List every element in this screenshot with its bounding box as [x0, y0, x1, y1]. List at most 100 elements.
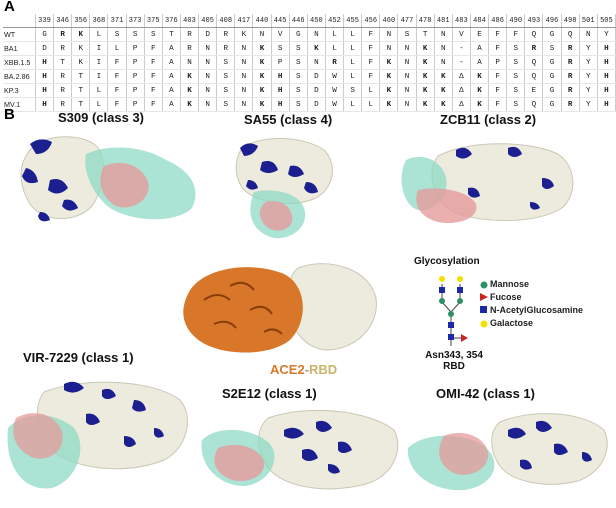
residue-cell: N [198, 69, 218, 84]
residue-cell: F [144, 41, 163, 56]
residue-cell: A [162, 83, 181, 98]
residue-cell: G [542, 27, 562, 42]
variant-row: KP.3 H R T L F P F A K N S N K H S D W S L K N K K Δ K F S E G R Y H [3, 83, 616, 98]
residue-cell: K [416, 83, 435, 98]
position-header: 493 [524, 14, 544, 28]
label-sa55: SA55 (class 4) [244, 112, 333, 127]
residue-cell: H [597, 41, 616, 56]
residue-cell: S [343, 83, 363, 98]
residue-cell: K [379, 69, 399, 84]
residue-cell: N [307, 27, 326, 42]
residue-cell: F [488, 41, 508, 56]
residue-cell: H [35, 69, 55, 84]
panel-b-letter: B [4, 106, 15, 123]
residue-cell: G [542, 83, 562, 98]
mannose-node [439, 298, 445, 304]
residue-cell: N [397, 83, 417, 98]
residue-cell: L [343, 97, 363, 112]
residue-cell: K [434, 83, 453, 98]
residue-cell: K [379, 55, 399, 70]
label-s2e12: S2E12 (class 1) [222, 386, 317, 401]
residue-cell: F [488, 69, 508, 84]
residue-cell: R [561, 55, 580, 70]
residue-cell: F [144, 55, 163, 70]
residue-cell: Y [597, 27, 616, 42]
residue-cell: N [234, 69, 254, 84]
residue-cell: N [252, 27, 272, 42]
residue-cell: G [35, 27, 55, 42]
residue-cell: L [89, 27, 109, 42]
residue-cell: F [107, 83, 127, 98]
residue-cell: G [542, 97, 562, 112]
position-header: 346 [53, 14, 73, 28]
residue-cell: N [397, 97, 417, 112]
label-omi42: OMI-42 (class 1) [436, 386, 535, 401]
variant-name: WT [3, 27, 36, 42]
residue-cell: K [416, 41, 435, 56]
position-header: 446 [289, 14, 308, 28]
residue-cell: K [234, 27, 254, 42]
position-header: 417 [234, 14, 254, 28]
residue-cell: T [53, 55, 73, 70]
residue-cell: L [343, 27, 363, 42]
residue-cell: N [434, 41, 453, 56]
residue-cell: V [452, 27, 471, 42]
residue-cell: F [144, 69, 163, 84]
residue-cell: G [542, 69, 562, 84]
residue-cell: A [162, 55, 181, 70]
residue-cell: L [343, 55, 363, 70]
glcnac-node [448, 334, 454, 340]
position-header: 452 [325, 14, 345, 28]
variant-row: BA.2.86 H R T I F P F A K N S N K H S D W L F K N K K Δ K F S Q G R Y H [3, 69, 616, 84]
residue-cell: H [597, 55, 616, 70]
zcb11-structure [401, 143, 574, 224]
galactose-node [457, 276, 463, 282]
residue-cell: F [488, 83, 508, 98]
galactose-node [439, 276, 445, 282]
glcnac-node [448, 322, 454, 328]
galactose-icon [480, 320, 488, 328]
residue-cell: S [506, 55, 526, 70]
residue-cell: T [71, 69, 91, 84]
residue-cell: Y [579, 55, 598, 70]
residue-cell: F [144, 83, 163, 98]
fucose-node [461, 334, 468, 342]
residue-cell: Q [524, 55, 544, 70]
residue-cell: R [524, 41, 544, 56]
position-header: 505 [597, 14, 616, 28]
residue-cell: I [89, 69, 109, 84]
residue-cell: K [470, 97, 490, 112]
residue-cell: F [107, 97, 127, 112]
residue-cell: K [180, 97, 200, 112]
position-header: 460 [379, 14, 399, 28]
residue-cell: - [452, 55, 471, 70]
residue-cell: S [126, 27, 145, 42]
glcnac-icon [480, 306, 487, 313]
residue-cell: Y [579, 83, 598, 98]
legend-fucose: Fucose [490, 292, 522, 302]
residue-cell: H [35, 83, 55, 98]
residue-cell: H [597, 97, 616, 112]
residue-cell: F [488, 27, 508, 42]
variant-name: KP.3 [3, 83, 36, 98]
residue-cell: K [307, 41, 326, 56]
position-header: 376 [162, 14, 181, 28]
residue-cell: L [325, 41, 345, 56]
residue-cell: N [307, 55, 326, 70]
position-header: 477 [397, 14, 417, 28]
residue-cell: P [126, 97, 145, 112]
ace2-text: ACE2 [270, 362, 305, 377]
residue-cell: F [107, 69, 127, 84]
position-header: 371 [107, 14, 127, 28]
legend-glcnac: N-AcetylGlucosamine [490, 305, 584, 315]
position-header: 375 [144, 14, 163, 28]
residue-cell: N [234, 83, 254, 98]
residue-cell: W [325, 97, 345, 112]
residue-cell: Δ [452, 97, 471, 112]
residue-cell: V [271, 27, 290, 42]
residue-cell: N [379, 41, 399, 56]
residue-cell: D [307, 83, 326, 98]
residue-cell: R [53, 83, 73, 98]
residue-cell: K [180, 69, 200, 84]
fucose-icon [480, 293, 488, 301]
